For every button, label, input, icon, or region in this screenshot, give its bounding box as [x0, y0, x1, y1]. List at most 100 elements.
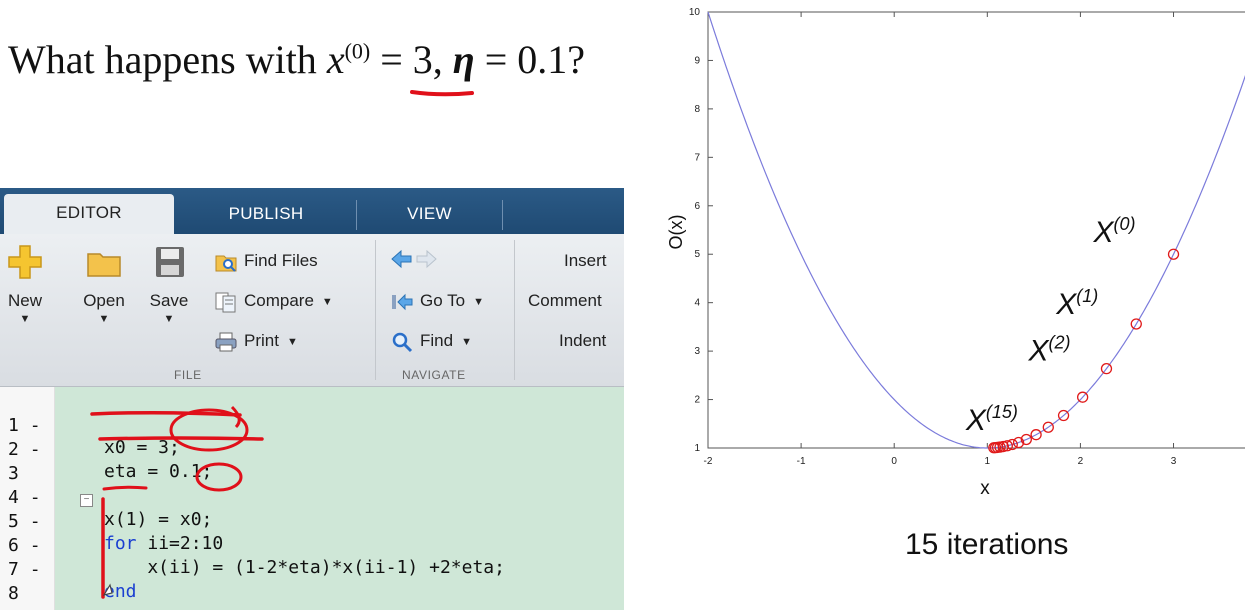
line-number-gutter [0, 387, 55, 610]
fold-toggle-icon[interactable]: − [80, 494, 93, 507]
comment-button[interactable]: Comment [528, 288, 602, 314]
iterate-point [1167, 248, 1180, 260]
tab-editor[interactable]: EDITOR [4, 194, 174, 234]
chevron-down-icon: ▼ [321, 295, 333, 308]
compare-icon [215, 292, 236, 313]
code-line[interactable]: 4 - x(1) = x0; [0, 465, 624, 530]
find-label: Find [420, 331, 454, 350]
line-number: 6 - [8, 535, 41, 556]
group-separator [375, 240, 376, 380]
iterate-point [1057, 409, 1070, 422]
plot-axes-box [707, 11, 1245, 449]
iterate-point [1020, 433, 1032, 446]
code-line[interactable]: 7 - end [0, 537, 624, 602]
y-tick-label: 10 [689, 7, 701, 18]
y-tick-label: 8 [694, 104, 700, 115]
navigate-group-label: NAVIGATE [402, 368, 466, 382]
x-tick-label: 0 [891, 456, 897, 467]
y-tick-label: 7 [694, 152, 700, 163]
code-editor[interactable]: 1 - x0 = 3; 2 - eta = 0.1; 3 4 - x(1) = … [0, 387, 624, 610]
x-tick-label: -1 [797, 456, 806, 467]
keyword-end: end [104, 581, 137, 602]
keyword-for: for [104, 533, 137, 554]
go-to-icon [392, 293, 413, 310]
tab-view[interactable]: VIEW [407, 204, 452, 223]
matlab-editor-window: EDITOR PUBLISH VIEW New ▼ Open ▼ [0, 188, 624, 610]
question-variable: x [326, 37, 345, 82]
question-prefix: What happens with [8, 37, 327, 82]
insert-button[interactable]: Insert [564, 248, 607, 274]
y-tick-label: 2 [694, 395, 700, 406]
x-tick-label: 2 [1078, 456, 1084, 467]
ink-underline-annotation [410, 90, 474, 97]
slide-question: What happens with x(0) = 3, η = 0.1? [8, 36, 585, 83]
y-tick-label: 5 [694, 249, 700, 260]
line-number: 5 - [8, 511, 41, 532]
iterate-annotation: X(0) [1093, 214, 1136, 249]
folder-icon [87, 253, 121, 277]
open-button[interactable]: Open ▼ [76, 244, 132, 325]
chevron-down-icon: ▼ [163, 313, 175, 325]
tab-separator [502, 200, 503, 230]
x-axis-label: x [980, 478, 990, 499]
code-text: x(1) = x0; [104, 509, 213, 530]
chevron-down-icon: ▼ [286, 335, 298, 348]
go-to-button[interactable]: Go To ▼ [390, 288, 484, 314]
line-number: 2 - [8, 439, 41, 460]
code-highlight-region [55, 387, 624, 610]
iterate-annotation: X(2) [1027, 333, 1070, 368]
printer-icon [215, 332, 237, 352]
line-number: 3 [8, 463, 19, 484]
iterate-annotation: X(15) [965, 402, 1018, 437]
indent-button[interactable]: Indent [559, 328, 606, 354]
x-tick-label: 3 [1171, 456, 1177, 467]
file-group-label: FILE [174, 368, 202, 382]
code-line[interactable]: 2 - eta = 0.1; [0, 417, 624, 482]
line-number: 8 [8, 583, 19, 604]
code-line[interactable]: 1 - x0 = 3; [0, 393, 624, 458]
code-line[interactable]: 5 - for ii=2:10 [0, 489, 624, 554]
iterate-point [1130, 318, 1142, 330]
objective-curve [707, 11, 1245, 449]
code-text: end [104, 581, 137, 603]
code-line[interactable]: 6 - x(ii) = (1-2*eta)*x(ii-1) +2*eta; [0, 513, 624, 578]
chevron-down-icon: ▼ [461, 335, 472, 348]
compare-button[interactable]: Compare ▼ [214, 288, 333, 314]
code-line[interactable]: 3 [0, 441, 624, 484]
ribbon-tab-bar: EDITOR PUBLISH VIEW [0, 188, 624, 234]
y-tick-label: 9 [694, 55, 700, 66]
line-number: 7 - [8, 559, 41, 580]
save-label: Save [149, 291, 189, 310]
group-separator [514, 240, 515, 380]
iterate-point [1042, 421, 1054, 433]
go-to-label: Go To [420, 291, 466, 310]
compare-label: Compare [244, 291, 314, 310]
chevron-down-icon: ▼ [98, 313, 110, 325]
tab-publish[interactable]: PUBLISH [228, 204, 304, 223]
back-forward-buttons[interactable] [390, 248, 438, 274]
print-label: Print [244, 331, 279, 350]
new-label: New [7, 291, 42, 310]
save-button[interactable]: Save ▼ [144, 244, 194, 325]
back-forward-arrows-icon [391, 249, 437, 269]
find-files-button[interactable]: Find Files [214, 248, 318, 274]
iterate-point [1076, 391, 1089, 403]
iterate-point [1012, 436, 1025, 449]
print-button[interactable]: Print ▼ [214, 328, 298, 354]
y-tick-label: 4 [694, 298, 700, 309]
y-tick-label: 3 [694, 346, 700, 357]
y-tick-label: 1 [694, 443, 700, 454]
new-plus-icon [8, 245, 42, 279]
find-files-icon [215, 255, 237, 272]
open-label: Open [83, 291, 125, 310]
new-button[interactable]: New ▼ [0, 244, 50, 325]
chevron-down-icon: ▼ [19, 313, 31, 325]
line-number: 1 - [8, 415, 41, 436]
find-button[interactable]: Find ▼ [390, 328, 472, 354]
comment-label: Comment [528, 291, 602, 310]
find-files-label: Find Files [244, 251, 318, 270]
code-line[interactable]: 8 [0, 561, 624, 604]
iterate-point [1100, 362, 1113, 375]
line-number: 4 - [8, 487, 41, 508]
